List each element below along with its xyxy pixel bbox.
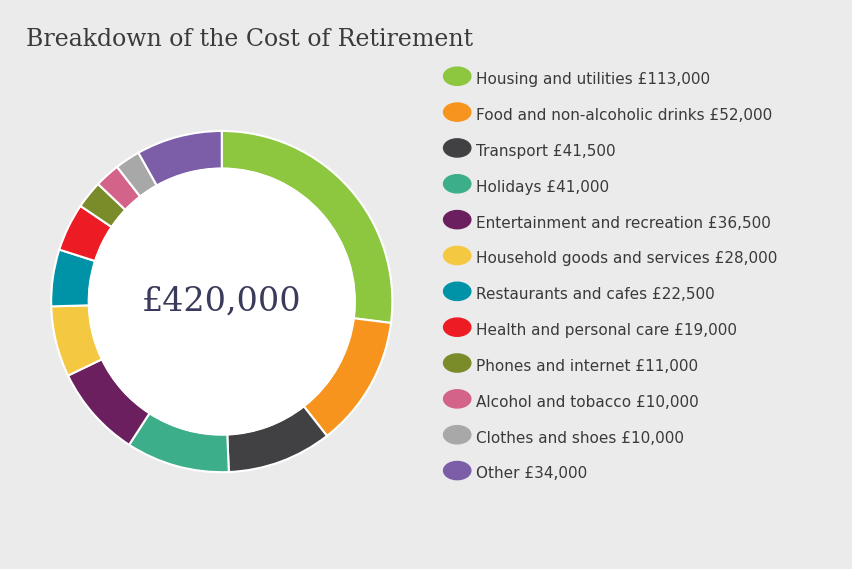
Wedge shape xyxy=(98,167,140,210)
Wedge shape xyxy=(129,413,228,472)
Text: Clothes and shoes £10,000: Clothes and shoes £10,000 xyxy=(475,431,683,446)
Wedge shape xyxy=(51,250,95,306)
Text: Entertainment and recreation £36,500: Entertainment and recreation £36,500 xyxy=(475,216,770,230)
Text: Alcohol and tobacco £10,000: Alcohol and tobacco £10,000 xyxy=(475,395,698,410)
Text: Housing and utilities £113,000: Housing and utilities £113,000 xyxy=(475,72,709,87)
Wedge shape xyxy=(222,131,392,323)
Wedge shape xyxy=(60,206,112,261)
Text: Holidays £41,000: Holidays £41,000 xyxy=(475,180,608,195)
Text: Transport £41,500: Transport £41,500 xyxy=(475,144,615,159)
Text: £420,000: £420,000 xyxy=(141,286,302,318)
Wedge shape xyxy=(117,152,157,196)
Text: Household goods and services £28,000: Household goods and services £28,000 xyxy=(475,251,776,266)
Text: Health and personal care £19,000: Health and personal care £19,000 xyxy=(475,323,736,338)
Text: Other £34,000: Other £34,000 xyxy=(475,467,586,481)
Wedge shape xyxy=(51,306,101,376)
Wedge shape xyxy=(227,406,326,472)
Text: Restaurants and cafes £22,500: Restaurants and cafes £22,500 xyxy=(475,287,714,302)
Wedge shape xyxy=(68,359,149,445)
Wedge shape xyxy=(138,131,222,185)
Text: Breakdown of the Cost of Retirement: Breakdown of the Cost of Retirement xyxy=(26,28,472,51)
Text: Food and non-alcoholic drinks £52,000: Food and non-alcoholic drinks £52,000 xyxy=(475,108,771,123)
Wedge shape xyxy=(303,318,390,436)
Wedge shape xyxy=(80,184,125,227)
Circle shape xyxy=(89,168,354,435)
Text: Phones and internet £11,000: Phones and internet £11,000 xyxy=(475,359,697,374)
